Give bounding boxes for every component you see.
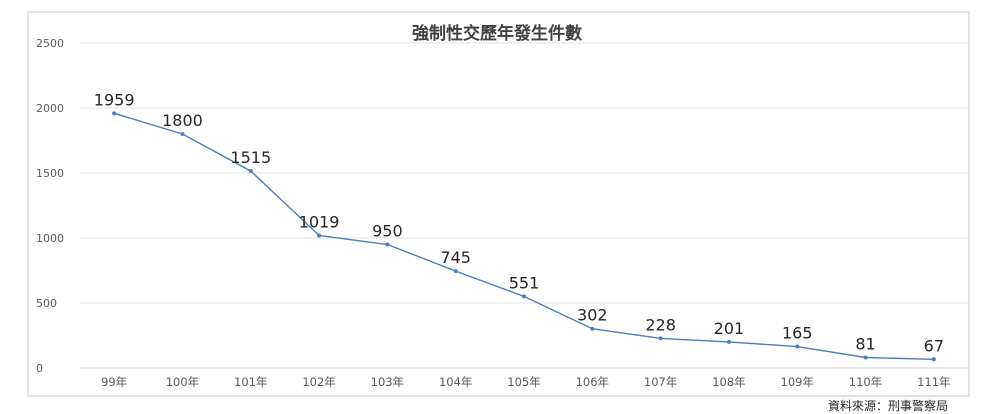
x-tick-label: 105年 — [507, 375, 540, 389]
grid-layer — [80, 42, 968, 369]
x-tick-label: 100年 — [166, 375, 199, 389]
y-tick-label: 1000 — [36, 232, 64, 245]
y-tick-label: 2500 — [36, 37, 64, 50]
x-tick-label: 104年 — [439, 375, 472, 389]
series-layer — [112, 111, 936, 362]
data-point — [863, 355, 868, 360]
data-point — [590, 326, 595, 331]
chart-frame — [27, 11, 970, 397]
data-label: 81 — [855, 334, 875, 353]
data-point — [385, 242, 390, 247]
y-tick-label: 500 — [36, 297, 57, 310]
data-point — [317, 233, 322, 238]
x-tick-label: 108年 — [712, 375, 745, 389]
data-label: 165 — [782, 324, 813, 343]
x-tick-label: 110年 — [849, 375, 882, 389]
data-label: 228 — [645, 315, 676, 334]
data-point — [658, 336, 663, 341]
data-label: 1019 — [299, 213, 340, 232]
y-tick-label: 1500 — [36, 167, 64, 180]
data-point — [453, 269, 458, 274]
data-label-layer: 1959 1800 1515 1019 950 745 551 302 228 201 165 81 6… — [94, 90, 944, 355]
y-tick-label: 2000 — [36, 102, 64, 115]
data-label: 1800 — [162, 111, 203, 130]
data-point — [112, 111, 117, 116]
data-label: 551 — [509, 273, 540, 292]
chart-title: 強制性交歷年發生件數 — [412, 23, 582, 44]
data-label: 1959 — [94, 90, 135, 109]
data-label: 745 — [440, 248, 471, 267]
x-tick-label: 111年 — [917, 375, 950, 389]
x-axis-ticks: 99年 100年 101年 102年 103年 104年 105年 106年 107年 108年 1… — [101, 375, 950, 389]
data-point — [248, 169, 253, 174]
y-tick-label: 0 — [36, 362, 43, 375]
data-label: 950 — [372, 222, 403, 241]
data-point — [931, 357, 936, 362]
data-point — [795, 344, 800, 349]
source-note: 資料來源：刑事警察局 — [828, 398, 948, 413]
x-tick-label: 103年 — [371, 375, 404, 389]
data-label: 1515 — [230, 148, 271, 167]
data-label: 67 — [924, 336, 944, 355]
data-point — [180, 132, 185, 136]
y-axis-ticks: 0 500 1000 1500 2000 2500 — [36, 37, 64, 375]
x-tick-label: 106年 — [576, 375, 609, 389]
data-label: 302 — [577, 306, 608, 325]
data-point — [726, 339, 731, 344]
x-tick-label: 109年 — [781, 375, 814, 389]
x-tick-label: 101年 — [234, 375, 267, 389]
x-tick-label: 102年 — [302, 375, 335, 389]
x-tick-label: 107年 — [644, 375, 677, 389]
x-tick-label: 99年 — [101, 375, 127, 389]
data-label: 201 — [714, 319, 745, 338]
data-point — [522, 294, 526, 299]
